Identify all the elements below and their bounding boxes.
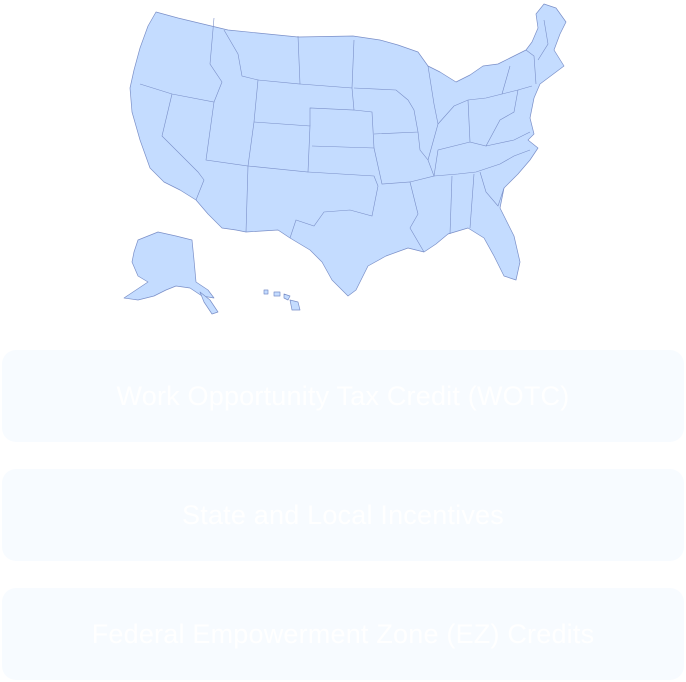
- alaska: [123, 231, 219, 315]
- hawaii: [263, 289, 301, 311]
- wotc-label: Work Opportunity Tax Credit (WOTC): [116, 380, 570, 411]
- state-local-incentives-label: State and Local Incentives: [182, 499, 504, 530]
- us-map-graphic: [118, 0, 578, 318]
- lower-48-states: [129, 3, 567, 297]
- wotc-card[interactable]: Work Opportunity Tax Credit (WOTC): [2, 350, 684, 442]
- state-local-incentives-card[interactable]: State and Local Incentives: [2, 469, 684, 561]
- empowerment-zone-label: Federal Empowerment Zone (EZ) Credits: [91, 618, 595, 649]
- empowerment-zone-card[interactable]: Federal Empowerment Zone (EZ) Credits: [2, 588, 684, 680]
